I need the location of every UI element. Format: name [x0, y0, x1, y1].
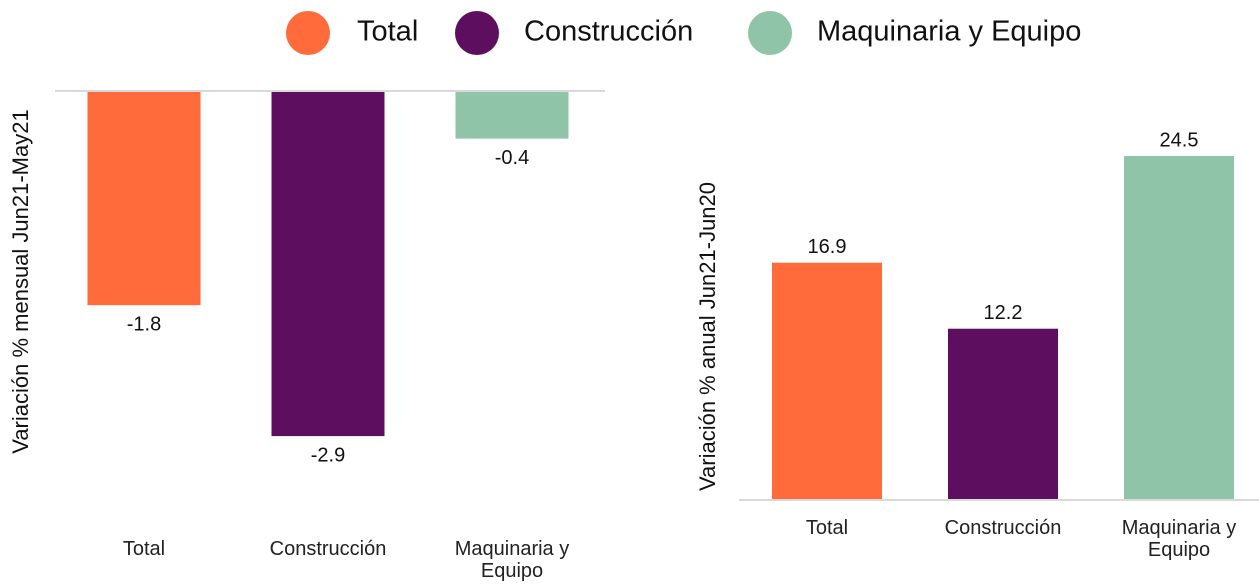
x-tick-label: Construcción — [944, 517, 1062, 539]
legend-swatch — [748, 11, 792, 55]
legend-label: Total — [357, 16, 418, 48]
legend-swatch — [455, 11, 499, 55]
bar — [455, 91, 569, 139]
y-axis-label: Variación % anual Jun21-Jun20 — [695, 182, 720, 491]
bar — [271, 91, 385, 437]
value-label: -1.8 — [127, 313, 161, 335]
bar — [87, 91, 201, 306]
x-tick-label: Maquinaria y Equipo — [454, 538, 570, 582]
bar — [1124, 156, 1234, 500]
value-label: -0.4 — [495, 147, 529, 169]
x-tick-label: Maquinaria y Equipo — [1121, 517, 1237, 561]
value-label: 24.5 — [1160, 129, 1199, 151]
bar — [948, 328, 1058, 500]
x-tick-label: Total — [805, 517, 849, 539]
bar — [772, 262, 882, 500]
legend-label: Maquinaria y Equipo — [817, 16, 1081, 48]
value-label: 12.2 — [984, 302, 1023, 324]
x-tick-label: Construcción — [269, 538, 387, 560]
x-tick-label: Total — [122, 538, 166, 560]
legend-label: Construcción — [524, 16, 693, 48]
y-axis-label: Variación % mensual Jun21-May21 — [8, 109, 33, 453]
value-label: -2.9 — [311, 444, 345, 466]
value-label: 16.9 — [808, 236, 847, 258]
legend-swatch — [286, 11, 330, 55]
